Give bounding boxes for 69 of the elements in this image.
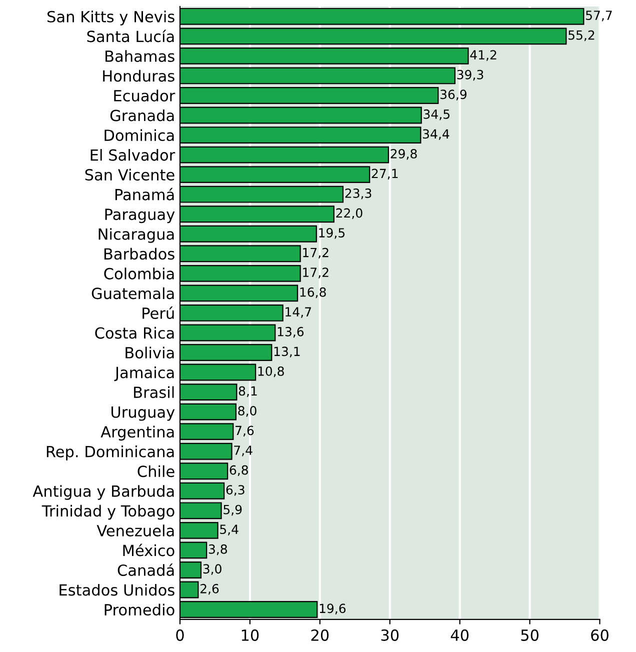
x-tick-label: 0 (176, 629, 184, 641)
data-label: 14,7 (286, 307, 311, 318)
y-tick-label: Canadá (118, 564, 174, 576)
y-tick-label: Estados Unidos (60, 584, 174, 596)
y-tick-label: Costa Rica (95, 326, 174, 339)
data-label: 2,6 (200, 584, 219, 595)
y-tick-label: San Vicente (85, 168, 174, 181)
y-tick-label: Panamá (115, 188, 174, 200)
data-label: 27,1 (372, 168, 398, 180)
x-tick-label: 20 (311, 629, 329, 641)
y-tick-label: Bahamas (106, 50, 174, 62)
x-tick-label: 30 (381, 629, 399, 641)
data-label: 19,5 (319, 228, 345, 239)
y-tick-label: Nicaragua (98, 228, 174, 243)
data-label: 23,3 (345, 188, 372, 200)
data-label: 16,8 (300, 287, 326, 298)
y-tick-label: Perú (142, 306, 174, 319)
data-label: 36,9 (440, 90, 466, 100)
y-tick-label: El Salvador (90, 148, 176, 161)
x-tick-label: 60 (591, 629, 608, 641)
data-label: 41,2 (470, 50, 496, 61)
data-label: 6,3 (226, 485, 244, 496)
y-tick-label: Rep. Dominicana (46, 446, 174, 460)
y-tick-label: Bolivia (126, 346, 174, 359)
y-tick-label: Paraguay (105, 208, 175, 224)
data-label: 39,3 (457, 70, 484, 81)
data-label: 17,2 (303, 248, 328, 259)
data-label: 3,0 (203, 564, 222, 575)
y-tick-label: Guatemala (92, 287, 174, 300)
x-tick-label: 40 (450, 629, 469, 641)
data-label: 7,4 (234, 446, 252, 456)
y-tick-label: Granada (110, 109, 174, 122)
data-label: 22,0 (336, 208, 362, 220)
y-tick-label: Antigua y Barbuda (32, 485, 174, 500)
x-tick-label: 10 (242, 629, 259, 641)
y-tick-label: Santa Lucía (87, 30, 174, 42)
y-tick-label: Venezuela (96, 524, 174, 536)
y-tick-label: Promedio (104, 604, 174, 616)
y-tick-label: Honduras (103, 70, 174, 82)
data-label: 13,1 (274, 346, 300, 358)
y-tick-label: Barbados (104, 248, 174, 260)
y-tick-label: Argentina (100, 426, 174, 441)
data-label: 55,2 (568, 30, 594, 42)
data-label: 3,8 (208, 544, 227, 556)
y-tick-label: Uruguay (112, 406, 175, 421)
data-label: 5,4 (220, 524, 238, 536)
data-label: 13,6 (278, 326, 304, 338)
y-tick-label: Trinidad y Tobago (42, 504, 174, 520)
data-label: 7,6 (236, 426, 254, 436)
data-label: 17,2 (303, 268, 328, 278)
y-tick-label: Chile (138, 465, 174, 478)
y-tick-label: Ecuador (114, 90, 176, 102)
data-label: 29,8 (390, 148, 417, 160)
data-label: 34,4 (422, 129, 450, 140)
data-label: 6,8 (230, 465, 248, 476)
data-label: 8,1 (238, 386, 257, 397)
data-label: 8,0 (238, 406, 256, 417)
y-tick-label: Jamaica (114, 366, 174, 382)
data-label: 19,6 (320, 604, 346, 614)
data-label: 34,5 (424, 109, 450, 120)
y-tick-label: Colombia (104, 268, 174, 280)
y-tick-label: Dominica (104, 129, 174, 142)
y-tick-label: San Kitts y Nevis (48, 10, 174, 26)
data-label: 57,7 (586, 10, 612, 22)
data-label: 10,8 (258, 366, 284, 378)
x-tick-label: 50 (521, 629, 538, 641)
y-tick-label: Brasil (134, 386, 174, 398)
data-label: 5,9 (224, 504, 242, 516)
y-tick-label: México (123, 544, 174, 556)
